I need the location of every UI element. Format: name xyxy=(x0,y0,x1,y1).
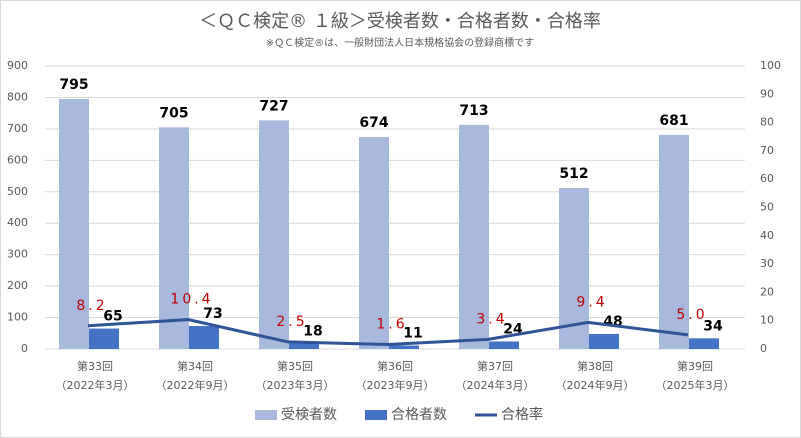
data-label: 727 xyxy=(259,98,288,114)
data-label: 73 xyxy=(203,306,222,322)
y2-tick-label: 100 xyxy=(760,59,781,72)
y2-tick-label: 50 xyxy=(760,201,774,214)
y2-tick-label: 30 xyxy=(760,257,774,270)
chart-subtitle: ※ＱＣ検定®は、一般財団法人日本規格協会の登録商標です xyxy=(266,36,534,49)
x-tick-label: （2022年3月） xyxy=(56,378,135,392)
legend-swatch xyxy=(365,410,387,420)
rate-label: 2.5 xyxy=(276,314,307,330)
y2-tick-label: 0 xyxy=(760,342,767,355)
bar xyxy=(389,345,419,349)
y-tick-label: 400 xyxy=(7,216,28,229)
rate-label: 8.2 xyxy=(76,298,107,314)
x-tick-label: 第35回 xyxy=(277,359,313,373)
x-tick-label: 第34回 xyxy=(177,359,213,373)
bar xyxy=(189,326,219,349)
chart-title: ＜ＱＣ検定® １級＞受検者数・合格者数・合格率 xyxy=(199,11,601,32)
x-tick-label: （2025年3月） xyxy=(656,378,735,392)
x-tick-label: （2024年3月） xyxy=(456,378,535,392)
legend-label: 受検者数 xyxy=(281,407,337,423)
rate-label: 1.6 xyxy=(376,316,407,332)
legend-swatch xyxy=(255,410,277,420)
line xyxy=(87,318,689,346)
x-tick-label: 第39回 xyxy=(677,359,713,373)
y-tick-label: 200 xyxy=(7,279,28,292)
data-label: 674 xyxy=(359,115,388,131)
y2-tick-label: 40 xyxy=(760,229,774,242)
data-label: 11 xyxy=(403,326,422,342)
y-tick-label: 900 xyxy=(7,59,28,72)
legend-label: 合格率 xyxy=(501,406,543,423)
data-label: 795 xyxy=(59,77,88,93)
bar xyxy=(59,99,89,350)
x-tick-label: （2023年3月） xyxy=(256,378,335,392)
bar xyxy=(159,127,189,349)
data-label: 512 xyxy=(559,166,588,182)
x-tick-label: 第38回 xyxy=(577,359,613,373)
bar xyxy=(289,343,319,349)
legend-label: 合格者数 xyxy=(391,407,447,423)
rate-label: 3.4 xyxy=(476,311,507,327)
bar xyxy=(359,137,389,349)
rate-label: 5.0 xyxy=(676,307,707,323)
y2-tick-label: 90 xyxy=(760,87,774,100)
bar xyxy=(589,333,619,349)
bar xyxy=(89,328,119,349)
y-tick-label: 300 xyxy=(7,248,28,261)
bar xyxy=(259,120,289,349)
data-label: 713 xyxy=(459,103,488,119)
data-label: 18 xyxy=(303,323,322,339)
bar xyxy=(489,341,519,349)
y2-tick-label: 20 xyxy=(760,285,774,298)
data-label: 681 xyxy=(659,113,688,129)
x-tick-label: 第36回 xyxy=(377,359,413,373)
y2-tick-label: 70 xyxy=(760,144,774,157)
y-tick-label: 700 xyxy=(7,122,28,135)
y2-tick-label: 10 xyxy=(760,314,774,327)
bar xyxy=(689,338,719,349)
x-tick-label: 第33回 xyxy=(77,359,113,373)
y-tick-label: 100 xyxy=(7,311,28,324)
y2-tick-label: 60 xyxy=(760,172,774,185)
y-tick-label: 600 xyxy=(7,153,28,166)
x-tick-label: （2023年9月） xyxy=(356,378,435,392)
x-tick-label: （2022年9月） xyxy=(156,378,235,392)
y-tick-label: 800 xyxy=(7,90,28,103)
data-label: 34 xyxy=(703,318,723,334)
bar xyxy=(459,124,489,349)
y2-tick-label: 80 xyxy=(760,116,774,129)
data-label: 705 xyxy=(159,105,188,121)
y-tick-label: 500 xyxy=(7,185,28,198)
y-tick-label: 0 xyxy=(21,342,28,355)
bar xyxy=(659,134,689,349)
rate-label: 9.4 xyxy=(576,294,607,310)
x-tick-label: 第37回 xyxy=(477,359,513,373)
rate-label: 10.4 xyxy=(170,292,213,308)
x-tick-label: （2024年9月） xyxy=(556,378,635,392)
data-label: 65 xyxy=(103,309,122,325)
